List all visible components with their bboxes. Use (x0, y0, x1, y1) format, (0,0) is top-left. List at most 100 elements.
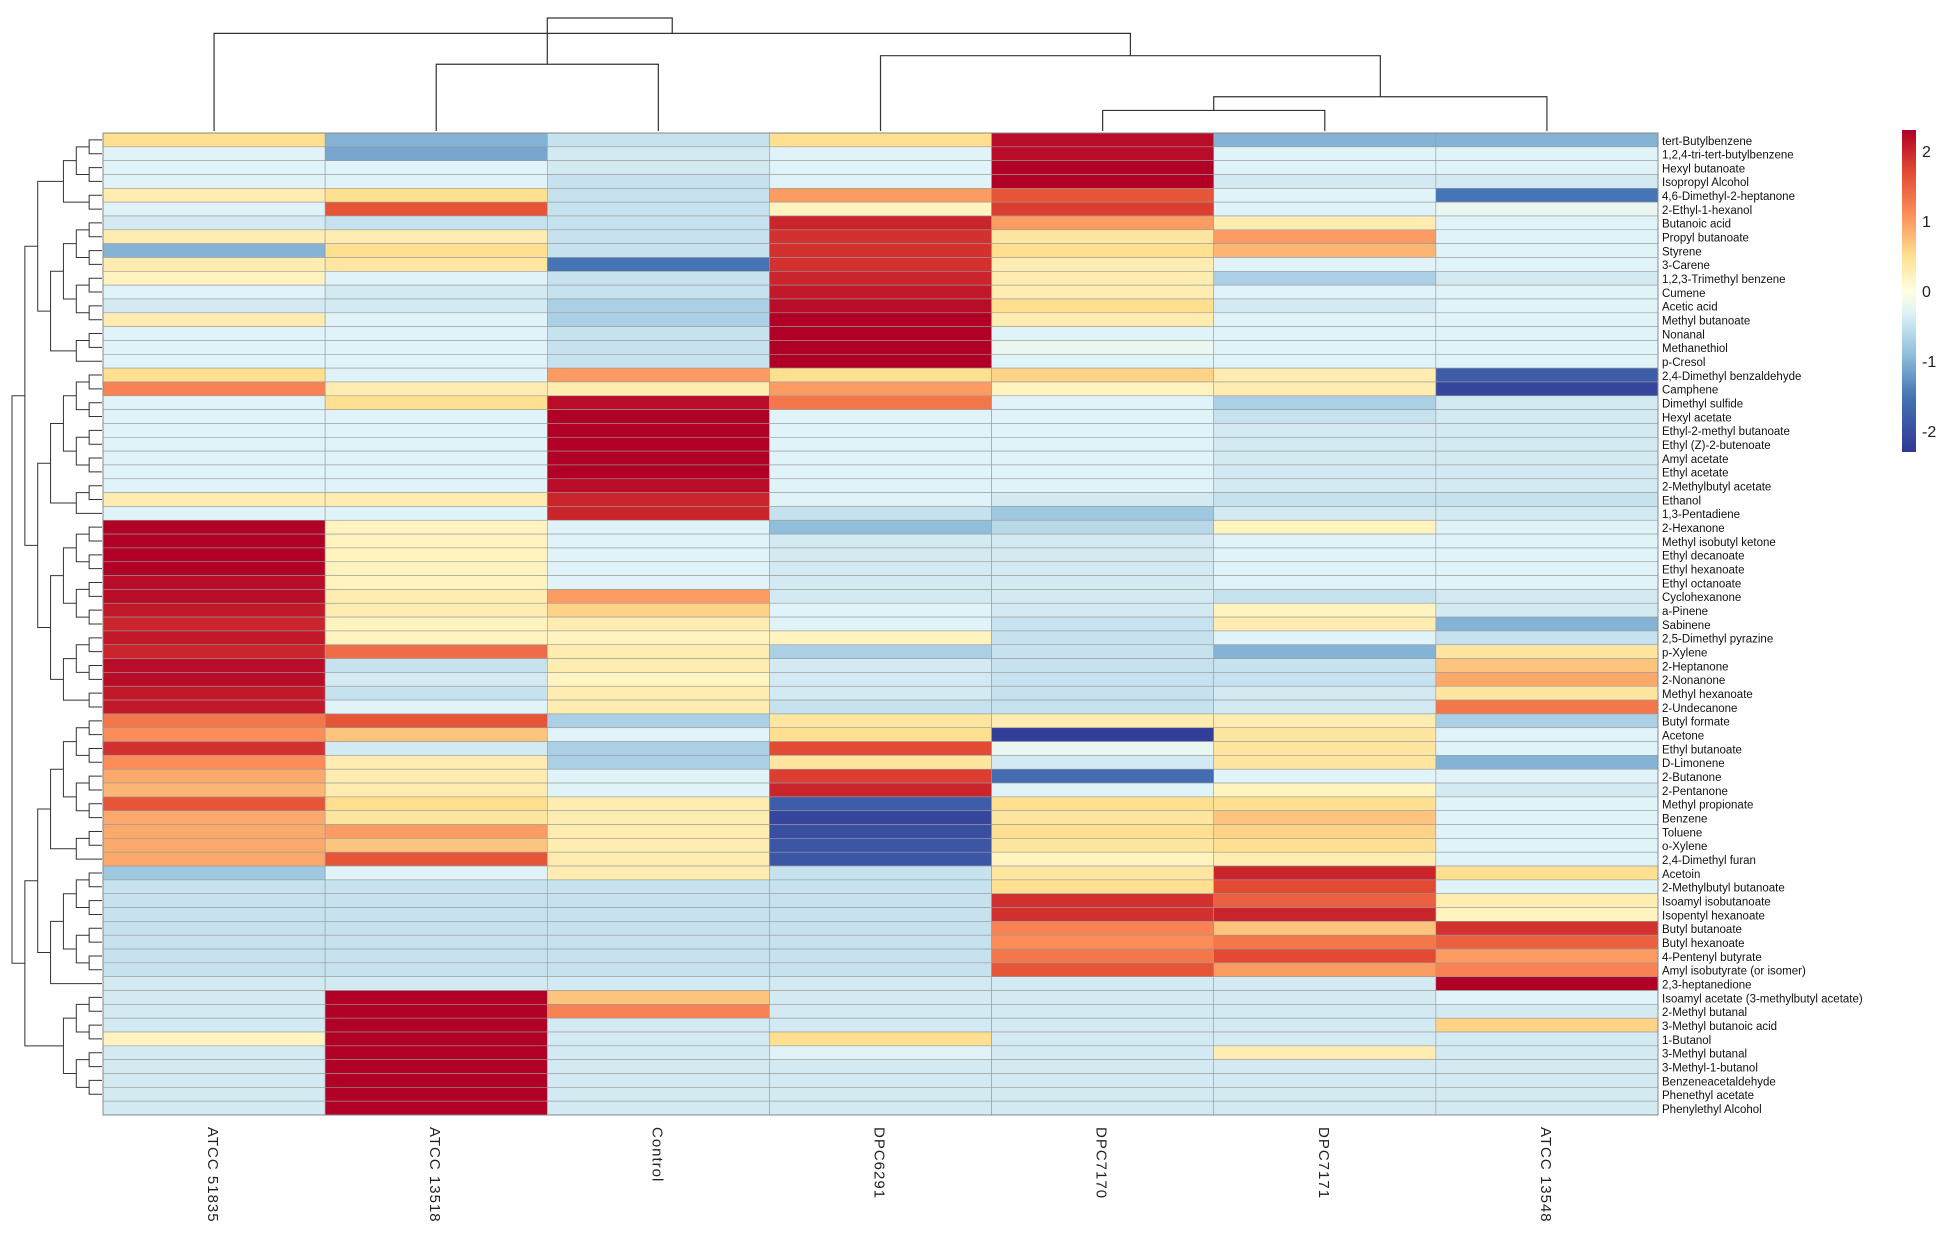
heatmap-cell (1435, 284, 1659, 300)
heatmap-cell (324, 1031, 548, 1047)
dendrogram-branch (88, 720, 102, 736)
heatmap-cell (769, 602, 992, 618)
heatmap-cell (769, 672, 992, 687)
heatmap-cell (1435, 796, 1659, 812)
heatmap-cell (769, 768, 992, 784)
dendrogram-branch (1213, 96, 1548, 131)
heatmap-cell (324, 782, 548, 798)
heatmap-cell (102, 1031, 326, 1047)
legend-tick-label: 2 (1922, 144, 1931, 161)
heatmap-cell (769, 367, 992, 383)
heatmap-cell (102, 367, 326, 383)
heatmap-cell (102, 409, 326, 424)
heatmap-cell (324, 271, 548, 286)
row-label: Methyl hexanoate (1662, 689, 1753, 701)
heatmap-cell (1213, 353, 1437, 369)
heatmap-cell (1435, 450, 1659, 466)
heatmap-cell (1213, 436, 1437, 452)
heatmap-cell (1213, 561, 1437, 576)
heatmap-cell (102, 768, 326, 784)
heatmap-cell (546, 284, 770, 300)
dendrogram-branch (88, 747, 102, 763)
heatmap-cell (769, 741, 992, 756)
heatmap-cell (769, 851, 992, 867)
heatmap-cell (102, 519, 326, 535)
heatmap-cell (546, 201, 770, 217)
heatmap-cell (1213, 312, 1437, 327)
heatmap-cell (769, 1100, 992, 1116)
heatmap-cell (769, 160, 992, 175)
heatmap-cell (102, 782, 326, 798)
heatmap-cell (769, 533, 992, 549)
heatmap-cell (546, 768, 770, 784)
heatmap-cell (1213, 658, 1437, 673)
heatmap-cell (1213, 215, 1437, 231)
heatmap-cell (546, 229, 770, 244)
heatmap-cell (1435, 423, 1659, 438)
heatmap-cell (1435, 768, 1659, 784)
heatmap-cell (324, 409, 548, 424)
heatmap-cell (991, 782, 1215, 798)
heatmap-cell (1213, 423, 1437, 438)
heatmap-cell (991, 174, 1215, 189)
dendrogram-branch (88, 139, 102, 155)
heatmap-cell (102, 865, 326, 881)
dendrogram-branch (88, 277, 102, 293)
heatmap-cell (1213, 602, 1437, 618)
heatmap-cell (1435, 174, 1659, 189)
heatmap-cell (324, 810, 548, 825)
heatmap-cell (1213, 934, 1437, 950)
heatmap-cell (991, 893, 1215, 908)
heatmap-cell (1435, 962, 1659, 977)
heatmap-cell (991, 990, 1215, 1005)
heatmap-cell (1435, 243, 1659, 258)
heatmap-cell (769, 174, 992, 189)
row-label: 2,4-Dimethyl furan (1662, 855, 1756, 867)
heatmap-cell (1213, 879, 1437, 895)
heatmap-cell (1213, 1100, 1437, 1116)
heatmap-cell (324, 312, 548, 327)
heatmap-cell (324, 976, 548, 991)
heatmap-cell (991, 547, 1215, 563)
heatmap-cell (324, 381, 548, 397)
legend-tick-label: -2 (1922, 424, 1936, 441)
heatmap-cell (991, 934, 1215, 950)
heatmap-cell (1213, 630, 1437, 646)
heatmap-cell (1213, 796, 1437, 812)
heatmap-cell (1213, 506, 1437, 521)
heatmap-cell (1435, 547, 1659, 563)
heatmap-cell (991, 1017, 1215, 1033)
heatmap-cell (1213, 174, 1437, 189)
heatmap-cell (324, 602, 548, 618)
heatmap-cell (991, 312, 1215, 327)
heatmap-cell (991, 533, 1215, 549)
heatmap-cell (546, 271, 770, 286)
heatmap-cell (769, 575, 992, 590)
heatmap-cell (769, 464, 992, 480)
heatmap-cell (1213, 741, 1437, 756)
heatmap-cell (1435, 519, 1659, 535)
row-label: 2-Heptanone (1662, 661, 1729, 673)
heatmap-cell (324, 326, 548, 341)
row-label: Isopropyl Alcohol (1662, 177, 1749, 189)
heatmap-cell (1213, 533, 1437, 549)
heatmap-cell (991, 602, 1215, 618)
heatmap-cell (546, 630, 770, 646)
heatmap-cell (546, 976, 770, 991)
row-label: Hexyl acetate (1662, 412, 1732, 424)
heatmap-cell (769, 921, 992, 936)
row-label: 3-Methyl butanoic acid (1662, 1021, 1777, 1033)
heatmap-cell (1435, 851, 1659, 867)
heatmap-cell (769, 132, 992, 148)
row-label: Benzene (1662, 813, 1707, 825)
heatmap-cell (769, 409, 992, 424)
heatmap-cell (102, 851, 326, 867)
heatmap-cell (1435, 893, 1659, 908)
row-label: Butyl butanoate (1662, 924, 1742, 936)
heatmap-cell (991, 229, 1215, 244)
heatmap-cell (769, 478, 992, 493)
heatmap-cell (102, 381, 326, 397)
heatmap-cell (769, 962, 992, 977)
row-label: Ethyl octanoate (1662, 578, 1741, 590)
heatmap-cell (546, 907, 770, 922)
